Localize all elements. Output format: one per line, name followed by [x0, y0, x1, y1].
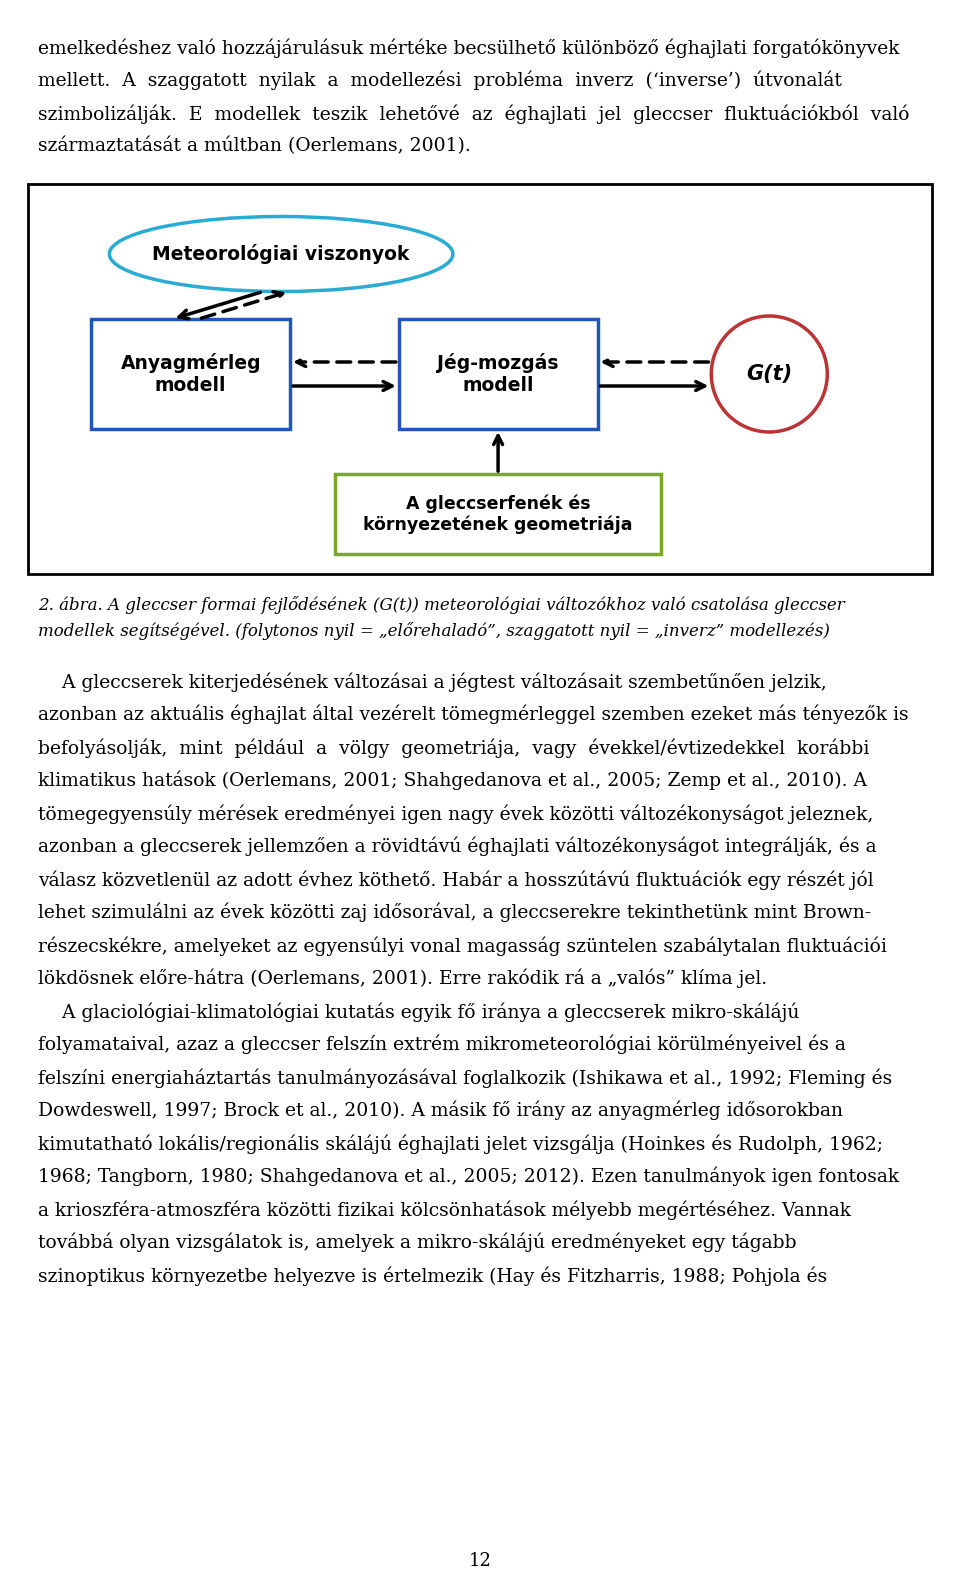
Text: 12: 12 [468, 1552, 492, 1569]
Text: folyamataival, azaz a gleccser felszín extrém mikrometeorológiai körülményeivel : folyamataival, azaz a gleccser felszín e… [38, 1035, 846, 1054]
Text: azonban az aktuális éghajlat által vezérelt tömegmérleggel szemben ezeket más té: azonban az aktuális éghajlat által vezér… [38, 704, 908, 725]
Ellipse shape [109, 216, 453, 291]
Text: A glaciológiai-klimatológiai kutatás egyik fő iránya a gleccserek mikro-skálájú: A glaciológiai-klimatológiai kutatás egy… [38, 1002, 800, 1021]
Text: lehet szimulálni az évek közötti zaj idősorával, a gleccserekre tekinthetünk min: lehet szimulálni az évek közötti zaj idő… [38, 903, 872, 922]
Text: továbbá olyan vizsgálatok is, amelyek a mikro-skálájú eredményeket egy tágabb: továbbá olyan vizsgálatok is, amelyek a … [38, 1232, 797, 1253]
Text: mellett.  A  szaggatott  nyilak  a  modellezési  probléma  inverz  (‘inverse’)  : mellett. A szaggatott nyilak a modellezé… [38, 72, 842, 91]
Text: Dowdeswell, 1997; Brock et al., 2010). A másik fő irány az anyagmérleg idősorokb: Dowdeswell, 1997; Brock et al., 2010). A… [38, 1100, 843, 1121]
Text: lökdösnek előre-hátra (Oerlemans, 2001). Erre rakódik rá a „valós” klíma jel.: lökdösnek előre-hátra (Oerlemans, 2001).… [38, 968, 767, 989]
Text: felszíni energiaháztartás tanulmányozásával foglalkozik (Ishikawa et al., 1992; : felszíni energiaháztartás tanulmányozásá… [38, 1068, 892, 1088]
Text: Jég-mozgás
modell: Jég-mozgás modell [438, 353, 559, 394]
Text: emelkedéshez való hozzájárulásuk mértéke becsülhető különböző éghajlati forgatók: emelkedéshez való hozzájárulásuk mértéke… [38, 38, 900, 57]
Text: G(t): G(t) [746, 364, 792, 385]
Bar [335, 474, 660, 553]
Text: szimbolizálják.  E  modellek  teszik  lehetővé  az  éghajlati  jel  gleccser  fl: szimbolizálják. E modellek teszik lehető… [38, 103, 909, 124]
Text: a krioszféra-atmoszféra közötti fizikai kölcsönhatások mélyebb megértéséhez. Van: a krioszféra-atmoszféra közötti fizikai … [38, 1200, 851, 1220]
Text: klimatikus hatások (Oerlemans, 2001; Shahgedanova et al., 2005; Zemp et al., 201: klimatikus hatások (Oerlemans, 2001; Sha… [38, 771, 867, 790]
Text: szinoptikus környezetbe helyezve is értelmezik (Hay és Fitzharris, 1988; Pohjola: szinoptikus környezetbe helyezve is érte… [38, 1266, 828, 1285]
Text: 2. ábra. A gleccser formai fejlődésének (G(t)) meteorológiai változókhoz való cs: 2. ábra. A gleccser formai fejlődésének … [38, 596, 845, 614]
Text: modellek segítségével. (folytonos nyil = „előrehaladó”, szaggatott nyil = „inver: modellek segítségével. (folytonos nyil =… [38, 622, 829, 641]
Bar [91, 320, 290, 429]
Text: Anyagmérleg
modell: Anyagmérleg modell [120, 353, 261, 394]
Circle shape [711, 316, 828, 432]
Text: befolyásolják,  mint  például  a  völgy  geometriája,  vagy  évekkel/évtizedekke: befolyásolják, mint például a völgy geom… [38, 738, 870, 757]
Bar [28, 184, 932, 574]
Text: Meteorológiai viszonyok: Meteorológiai viszonyok [153, 243, 410, 264]
Text: részecskékre, amelyeket az egyensúlyi vonal magasság szüntelen szabálytalan fluk: részecskékre, amelyeket az egyensúlyi vo… [38, 937, 887, 956]
Text: azonban a gleccserek jellemzően a rövidtávú éghajlati változékonyságot integrálj: azonban a gleccserek jellemzően a rövidt… [38, 836, 876, 857]
Text: A gleccserfenék és
környezetének geometriája: A gleccserfenék és környezetének geometr… [363, 494, 633, 534]
Text: 1968; Tangborn, 1980; Shahgedanova et al., 2005; 2012). Ezen tanulmányok igen fo: 1968; Tangborn, 1980; Shahgedanova et al… [38, 1167, 900, 1186]
Text: válasz közvetlenül az adott évhez köthető. Habár a hosszútávú fluktuációk egy ré: válasz közvetlenül az adott évhez köthet… [38, 870, 874, 889]
Text: tömegegyensúly mérések eredményei igen nagy évek közötti változékonyságot jelezn: tömegegyensúly mérések eredményei igen n… [38, 805, 874, 824]
Bar [398, 320, 597, 429]
Text: származtatását a múltban (Oerlemans, 2001).: származtatását a múltban (Oerlemans, 200… [38, 137, 470, 156]
Text: A gleccserek kiterjedésének változásai a jégtest változásait szembetűnően jelzik: A gleccserek kiterjedésének változásai a… [38, 673, 827, 692]
Text: kimutatható lokális/regionális skálájú éghajlati jelet vizsgálja (Hoinkes és Rud: kimutatható lokális/regionális skálájú é… [38, 1134, 883, 1153]
